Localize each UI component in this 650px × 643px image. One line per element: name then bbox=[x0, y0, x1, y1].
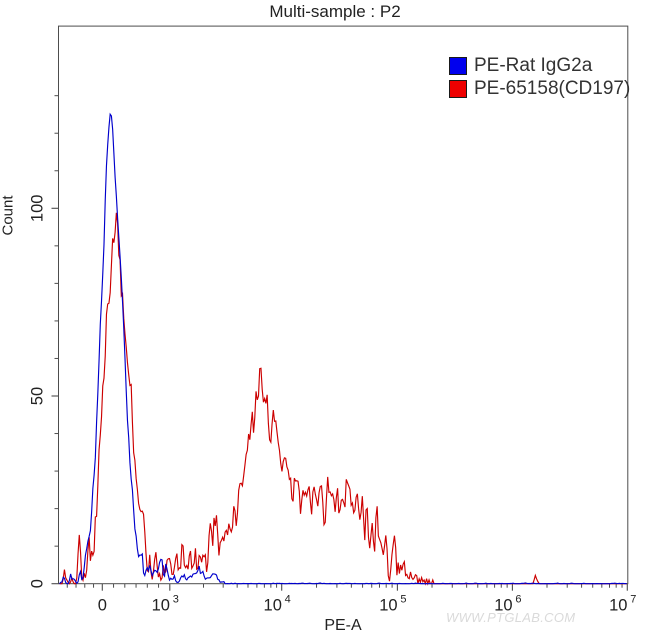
svg-text:7: 7 bbox=[630, 594, 636, 606]
svg-text:50: 50 bbox=[29, 387, 47, 405]
svg-text:0: 0 bbox=[98, 597, 107, 615]
svg-text:0: 0 bbox=[29, 579, 47, 588]
svg-text:4: 4 bbox=[285, 594, 291, 606]
svg-text:6: 6 bbox=[515, 594, 521, 606]
svg-text:10: 10 bbox=[609, 597, 627, 615]
svg-text:10: 10 bbox=[152, 597, 170, 615]
svg-text:5: 5 bbox=[400, 594, 406, 606]
svg-text:3: 3 bbox=[173, 594, 179, 606]
svg-text:100: 100 bbox=[29, 195, 47, 223]
svg-text:10: 10 bbox=[264, 597, 282, 615]
svg-text:10: 10 bbox=[379, 597, 397, 615]
